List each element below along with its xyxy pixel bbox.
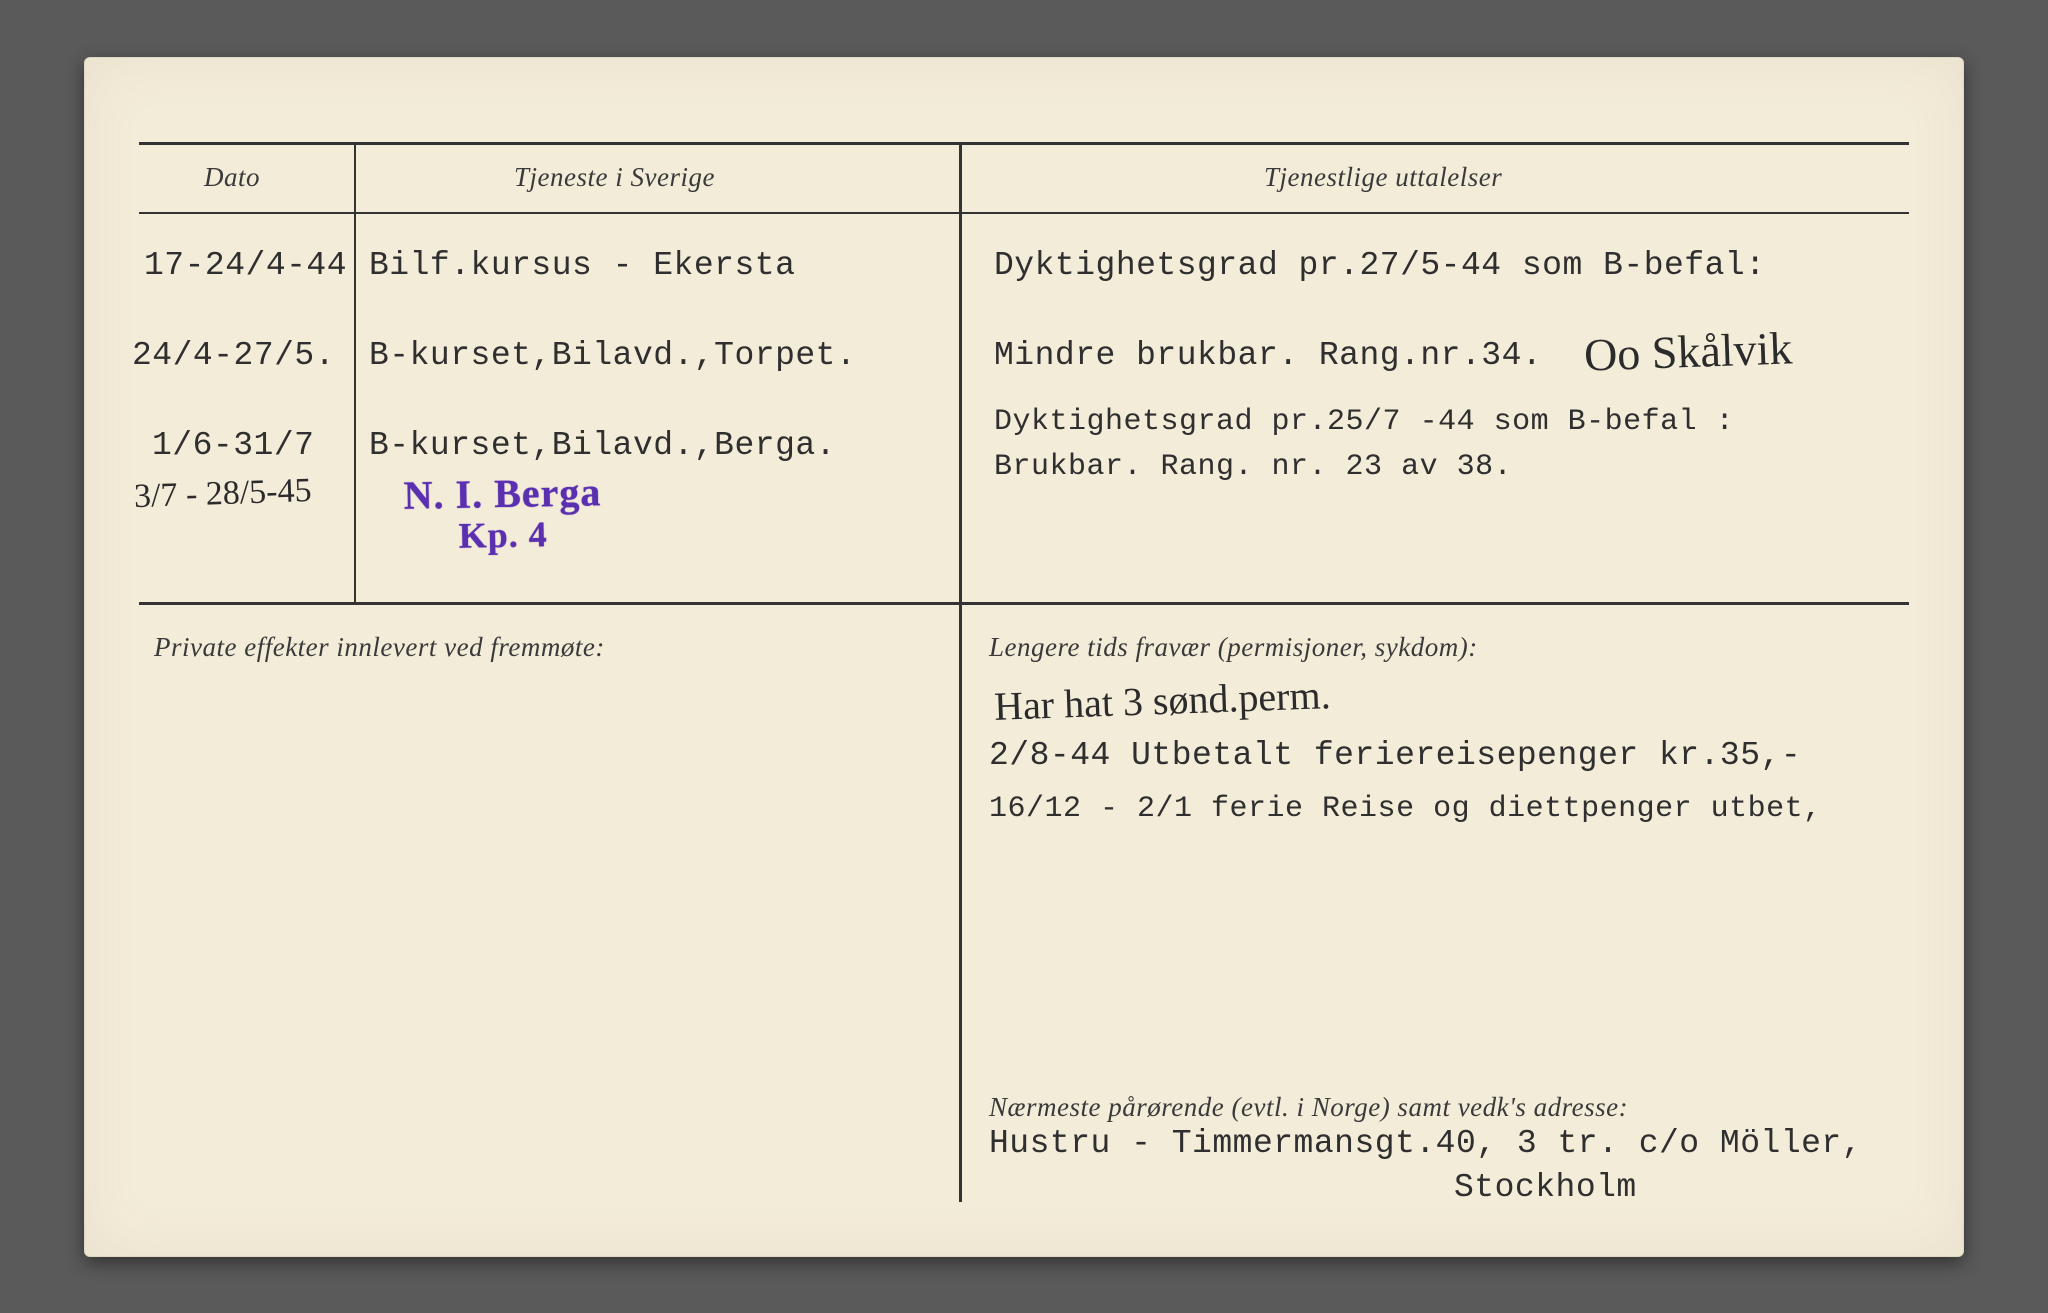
hand-date: 3/7 - 28/5-45: [133, 471, 312, 515]
rule-middle: [139, 602, 1909, 605]
absence-line1: 2/8-44 Utbetalt feriereisepenger kr.35,-: [989, 737, 1801, 774]
row1-date: 17-24/4-44: [144, 247, 347, 284]
rule-col-service: [959, 142, 962, 602]
assess-signature: Oo Skålvik: [1583, 321, 1793, 381]
absence-hand: Har hat 3 sønd.perm.: [993, 671, 1331, 730]
header-fravaer: Lengere tids fravær (permisjoner, sykdom…: [989, 632, 1478, 663]
row3-date: 1/6-31/7: [152, 427, 314, 464]
rule-header-bottom: [139, 212, 1909, 214]
row2-date: 24/4-27/5.: [132, 337, 335, 374]
rule-lower-split: [959, 602, 962, 1202]
header-uttalelser: Tjenestlige uttalelser: [1264, 162, 1502, 193]
header-dato: Dato: [204, 162, 260, 193]
absence-line2: 16/12 - 2/1 ferie Reise og diettpenger u…: [989, 792, 1822, 826]
row3-text: B-kurset,Bilavd.,Berga.: [369, 427, 836, 464]
index-card: Dato Tjeneste i Sverige Tjenestlige utta…: [84, 57, 1964, 1257]
header-private: Private effekter innlevert ved fremmøte:: [154, 632, 605, 663]
row2-text: B-kurset,Bilavd.,Torpet.: [369, 337, 856, 374]
rule-col-date: [354, 142, 356, 602]
kin-line2: Stockholm: [1454, 1169, 1637, 1206]
header-paarorende: Nærmeste pårørende (evtl. i Norge) samt …: [989, 1092, 1628, 1123]
rule-top: [139, 142, 1909, 145]
page-background: Dato Tjeneste i Sverige Tjenestlige utta…: [0, 0, 2048, 1313]
assess-line1: Dyktighetsgrad pr.27/5-44 som B-befal:: [994, 247, 1766, 284]
assess-line2: Mindre brukbar. Rang.nr.34.: [994, 337, 1542, 374]
assess-line4: Brukbar. Rang. nr. 23 av 38.: [994, 450, 1512, 484]
assess-line3: Dyktighetsgrad pr.25/7 -44 som B-befal :: [994, 405, 1734, 439]
header-tjeneste: Tjeneste i Sverige: [514, 162, 715, 193]
stamp-line1: N. I. Berga: [403, 469, 601, 517]
kin-line1: Hustru - Timmermansgt.40, 3 tr. c/o Möll…: [989, 1125, 1862, 1162]
stamp-unit: N. I. Berga Kp. 4: [403, 470, 602, 557]
row1-text: Bilf.kursus - Ekersta: [369, 247, 795, 284]
stamp-line2: Kp. 4: [404, 514, 602, 557]
